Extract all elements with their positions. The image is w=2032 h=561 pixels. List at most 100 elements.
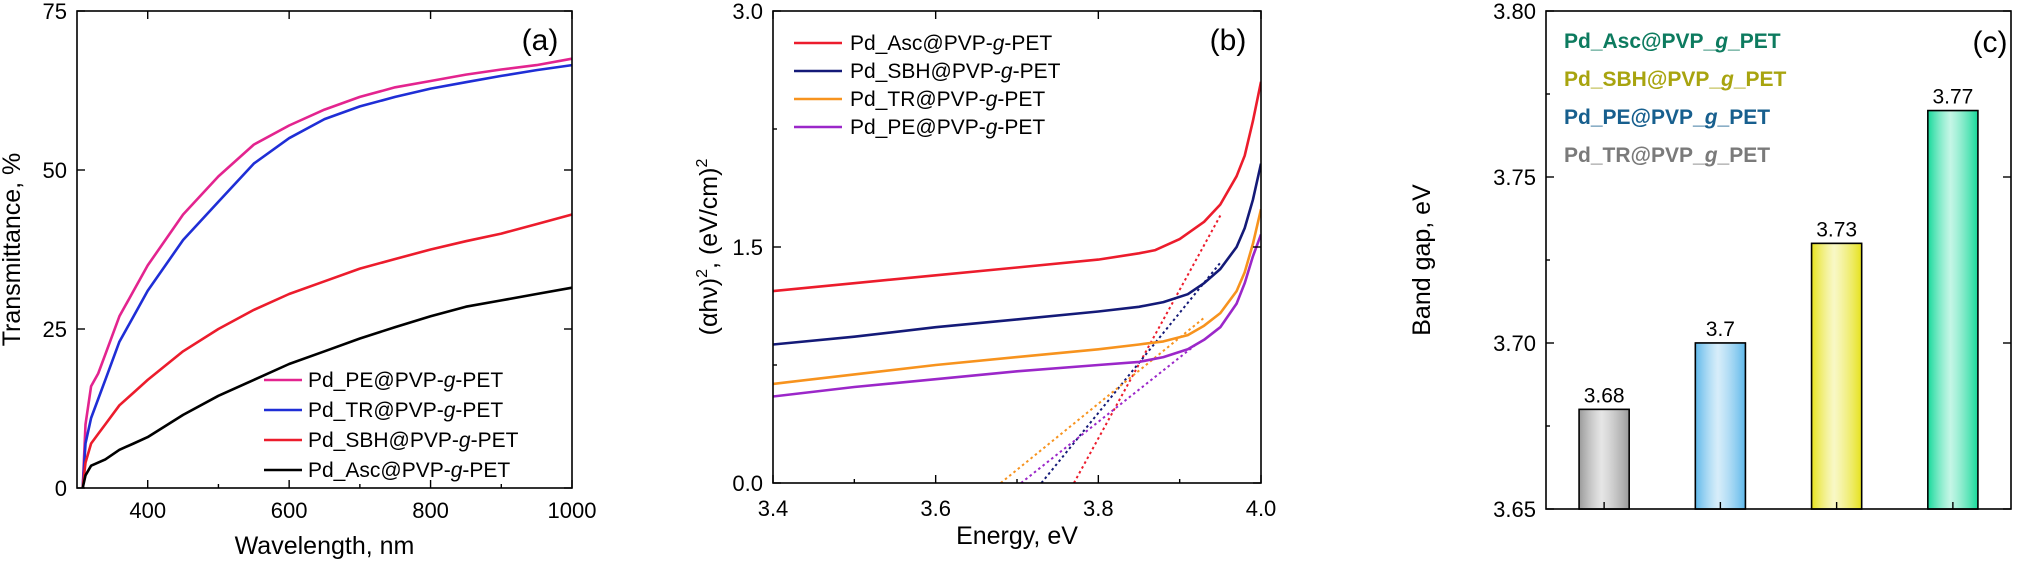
bar-legend-label-2-italic: g [1704, 106, 1718, 129]
legend-label-b-0-main: Pd_Asc@PVP- [850, 32, 993, 55]
series-line-b-1 [773, 163, 1261, 346]
bar-legend-label-3-main: Pd_TR@PVP_ [1564, 144, 1705, 167]
y-axis-title-b-part-1: , (eV/cm) [695, 168, 723, 269]
bar-legend-label-2-suffix: _PET [1717, 106, 1771, 129]
panel-label-a: (a) [522, 24, 559, 57]
x-axis-title-b: Energy, eV [956, 522, 1078, 550]
legend-label-a-2-main: Pd_SBH@PVP- [308, 429, 459, 452]
y-tick-label-a-0: 0 [55, 476, 67, 501]
plot-frame-a [76, 10, 573, 489]
y-axis-title-b-part-0: (αhν) [695, 278, 723, 336]
tangent-line-b-2 [1000, 317, 1205, 483]
legend-label-a-1-suffix: -PET [455, 399, 503, 422]
y-axis-title-b-sup-1: 2 [694, 159, 711, 168]
panel-label-c: (c) [1973, 26, 2008, 59]
x-tick-label-a-0: 400 [129, 498, 166, 523]
legend-label-b-1: Pd_SBH@PVP-g-PET [850, 60, 1061, 83]
bar-value-label-2: 3.73 [1816, 218, 1857, 241]
legend-label-a-3-italic: g [451, 459, 463, 482]
bar-legend-label-3-italic: g [1704, 144, 1718, 167]
bar-legend-label-0-suffix: _PET [1727, 30, 1781, 53]
bar-legend-label-3-suffix: _PET [1717, 144, 1771, 167]
x-tick-label-a-1: 600 [271, 498, 308, 523]
bar-legend-label-0-italic: g [1714, 30, 1728, 53]
legend-label-b-2-suffix: -PET [997, 88, 1045, 111]
y-axis-title-c: Band gap, eV [1408, 184, 1436, 336]
legend-label-b-0: Pd_Asc@PVP-g-PET [850, 32, 1052, 55]
bar-0 [1578, 408, 1630, 510]
x-tick-label-a-2: 800 [412, 498, 449, 523]
bar-legend-label-2-main: Pd_PE@PVP_ [1564, 106, 1705, 129]
series-line-b-0 [773, 81, 1261, 293]
legend-label-a-2: Pd_SBH@PVP-g-PET [308, 429, 519, 452]
legend-label-a-1-italic: g [444, 399, 456, 422]
bar-1 [1694, 342, 1747, 510]
y-tick-label-c-3: 3.80 [1493, 0, 1536, 24]
legend-label-a-0-italic: g [444, 369, 456, 392]
y-tick-label-b-2: 3.0 [732, 0, 763, 24]
chart-panel-a: 400 600 800 1000 0 25 50 75 Wavelength, nm Transm… [0, 0, 596, 560]
tangent-line-b-0 [1073, 215, 1222, 483]
legend-label-b-3-main: Pd_PE@PVP- [850, 116, 986, 139]
x-tick-label-a-3: 1000 [548, 498, 597, 523]
legend-label-a-0: Pd_PE@PVP-g-PET [308, 369, 503, 392]
bar-legend-label-1-suffix: _PET [1733, 68, 1787, 91]
y-tick-label-b-1: 1.5 [732, 235, 763, 260]
x-axis-title-a: Wavelength, nm [235, 532, 415, 560]
bar-value-label-3: 3.77 [1932, 86, 1973, 109]
legend-label-b-1-main: Pd_SBH@PVP- [850, 60, 1001, 83]
y-tick-label-a-1: 25 [43, 317, 67, 342]
legend-label-a-3-suffix: -PET [462, 459, 510, 482]
series-line-a-1 [81, 63, 573, 489]
bar-value-label-0: 3.68 [1584, 384, 1625, 407]
y-tick-label-a-3: 75 [43, 0, 67, 24]
y-axis-title-b: (αhν)2, (eV/cm)2 [694, 159, 723, 336]
legend-label-a-2-suffix: -PET [471, 429, 519, 452]
bar-legend-label-1-main: Pd_SBH@PVP_ [1564, 68, 1721, 91]
legend-label-b-2: Pd_TR@PVP-g-PET [850, 88, 1045, 111]
legend-label-b-3-italic: g [986, 116, 998, 139]
y-tick-label-c-0: 3.65 [1493, 497, 1536, 522]
legend-label-b-2-italic: g [986, 88, 998, 111]
x-tick-label-b-2: 3.8 [1083, 496, 1114, 521]
legend-label-b-3: Pd_PE@PVP-g-PET [850, 116, 1045, 139]
legend-label-a-1-main: Pd_TR@PVP- [308, 399, 444, 422]
legend-label-a-3-main: Pd_Asc@PVP- [308, 459, 451, 482]
legend-label-a-0-suffix: -PET [455, 369, 503, 392]
legend-label-a-2-italic: g [459, 429, 471, 452]
plot-area-b [773, 81, 1261, 483]
legend-label-b-1-italic: g [1001, 60, 1013, 83]
bar-legend-label-1-italic: g [1720, 68, 1734, 91]
x-tick-label-b-0: 3.4 [758, 496, 789, 521]
legend-label-b-3-suffix: -PET [997, 116, 1045, 139]
chart-panel-c: 3.68 3.7 3.73 3.77 3.65 3.70 3.75 3.80 Band gap,… [1408, 0, 2012, 522]
x-tick-label-b-3: 4.0 [1246, 496, 1277, 521]
series-line-b-2 [773, 208, 1261, 386]
y-axis-title-b-sup-0: 2 [694, 269, 711, 278]
x-tick-label-b-1: 3.6 [920, 496, 951, 521]
series-line-b-3 [773, 233, 1261, 398]
bar-legend-label-3: Pd_TR@PVP_g_PET [1564, 144, 1770, 167]
bar-2 [1810, 242, 1863, 510]
legend-label-a-3: Pd_Asc@PVP-g-PET [308, 459, 510, 482]
legend-label-b-1-suffix: -PET [1013, 60, 1061, 83]
y-tick-label-c-2: 3.75 [1493, 165, 1536, 190]
bar-legend-label-0: Pd_Asc@PVP_g_PET [1564, 30, 1781, 53]
bar-legend-label-2: Pd_PE@PVP_g_PET [1564, 106, 1770, 129]
legend-label-b-0-suffix: -PET [1004, 32, 1052, 55]
panel-label-b: (b) [1210, 24, 1247, 57]
legend-label-b-0-italic: g [993, 32, 1005, 55]
series-line-a-3 [81, 286, 573, 489]
tangent-line-b-3 [1020, 343, 1197, 483]
y-tick-label-b-0: 0.0 [732, 471, 763, 496]
tangent-line-b-1 [1040, 262, 1222, 483]
series-line-a-0 [81, 57, 573, 489]
series-line-a-2 [81, 213, 573, 489]
y-tick-label-c-1: 3.70 [1493, 331, 1536, 356]
bar-3 [1927, 109, 1979, 510]
bar-legend-label-1: Pd_SBH@PVP_g_PET [1564, 68, 1787, 91]
y-tick-label-a-2: 50 [43, 158, 67, 183]
legend-label-a-0-main: Pd_PE@PVP- [308, 369, 444, 392]
legend-label-b-2-main: Pd_TR@PVP- [850, 88, 986, 111]
